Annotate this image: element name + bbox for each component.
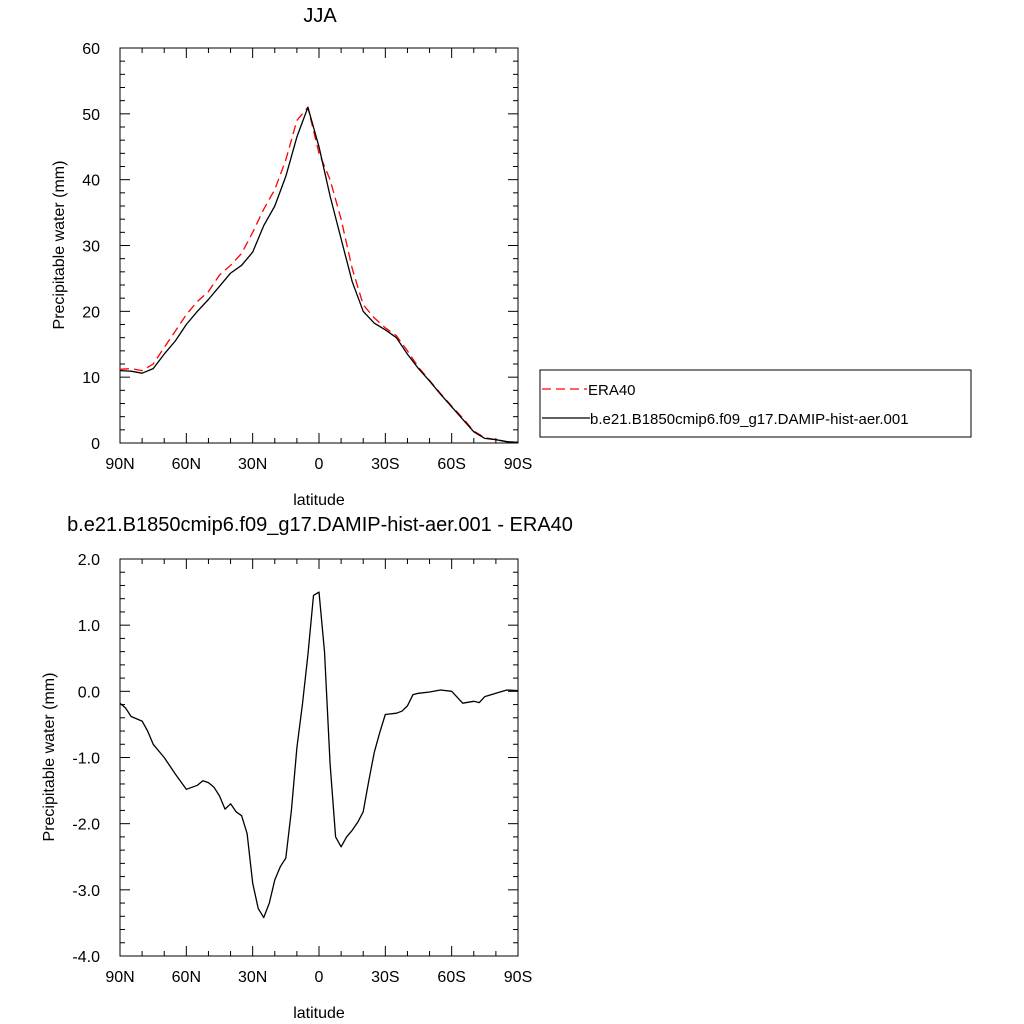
bottom-y-tick-label: 1.0 [78, 618, 100, 635]
top-y-tick-labels: 0 10 20 30 40 50 60 [82, 41, 100, 453]
bottom-y-tick-label: 2.0 [78, 552, 100, 569]
bottom-ticks [119, 558, 519, 957]
top-x-tick-label: 60S [437, 456, 465, 473]
panel-bottom: b.e21.B1850cmip6.f09_g17.DAMIP-hist-aer.… [41, 514, 573, 1022]
bottom-x-tick-label: 90N [105, 969, 134, 986]
top-legend: ERA40 b.e21.B1850cmip6.f09_g17.DAMIP-his… [539, 369, 972, 438]
top-y-tick-label: 0 [91, 436, 100, 453]
bottom-series-line-0 [119, 591, 519, 919]
bottom-y-tick-labels: -4.0 -3.0 -2.0 -1.0 0.0 1.0 2.0 [72, 552, 100, 966]
top-chart-title: JJA [303, 5, 337, 27]
top-x-axis-title: latitude [293, 492, 345, 509]
top-y-tick-label: 20 [82, 304, 100, 321]
top-series-line-1 [119, 106, 519, 443]
bottom-x-tick-labels: 90N 60N 30N 0 30S 60S 90S [105, 969, 532, 986]
bottom-y-axis-title: Precipitable water (mm) [41, 673, 58, 842]
bottom-x-tick-label: 0 [315, 969, 324, 986]
top-x-tick-label: 30N [238, 456, 267, 473]
bottom-x-tick-label: 60S [437, 969, 465, 986]
panel-top: JJA 90N 60N 30N 0 30S 60S 90S 0 10 20 30 40 50 60 la… [51, 5, 972, 509]
bottom-y-tick-label: 0.0 [78, 684, 100, 701]
bottom-y-tick-label: -2.0 [72, 817, 100, 834]
bottom-x-tick-label: 60N [172, 969, 201, 986]
top-ticks [119, 47, 519, 444]
bottom-plot-area: 90N 60N 30N 0 30S 60S 90S -4.0 -3.0 -2.0 -1.0 0.0 1… [72, 552, 532, 986]
top-x-tick-labels: 90N 60N 30N 0 30S 60S 90S [105, 456, 532, 473]
top-x-tick-label: 30S [371, 456, 399, 473]
bottom-y-tick-label: -4.0 [72, 949, 100, 966]
top-y-tick-label: 50 [82, 107, 100, 124]
top-y-axis-title: Precipitable water (mm) [51, 161, 68, 330]
top-plot-frame [119, 47, 519, 444]
bottom-x-tick-label: 30N [238, 969, 267, 986]
bottom-series-lines [119, 591, 519, 919]
top-y-tick-label: 60 [82, 41, 100, 58]
legend-label-era40: ERA40 [588, 382, 636, 399]
top-series-lines [119, 106, 519, 443]
bottom-x-tick-label: 30S [371, 969, 399, 986]
bottom-x-axis-title: latitude [293, 1005, 345, 1022]
top-x-tick-label: 90N [105, 456, 134, 473]
top-y-tick-label: 10 [82, 370, 100, 387]
legend-box [539, 369, 972, 438]
top-x-tick-label: 60N [172, 456, 201, 473]
top-x-tick-label: 90S [504, 456, 532, 473]
top-x-tick-label: 0 [315, 456, 324, 473]
top-y-tick-label: 30 [82, 239, 100, 256]
top-y-tick-label: 40 [82, 173, 100, 190]
bottom-chart-title: b.e21.B1850cmip6.f09_g17.DAMIP-hist-aer.… [67, 514, 573, 536]
top-plot-area: 90N 60N 30N 0 30S 60S 90S 0 10 20 30 40 50 60 [82, 41, 532, 473]
legend-label-model: b.e21.B1850cmip6.f09_g17.DAMIP-hist-aer.… [590, 411, 909, 428]
bottom-y-tick-label: -3.0 [72, 883, 100, 900]
bottom-x-tick-label: 90S [504, 969, 532, 986]
bottom-plot-frame [119, 558, 519, 957]
bottom-y-tick-label: -1.0 [72, 751, 100, 768]
